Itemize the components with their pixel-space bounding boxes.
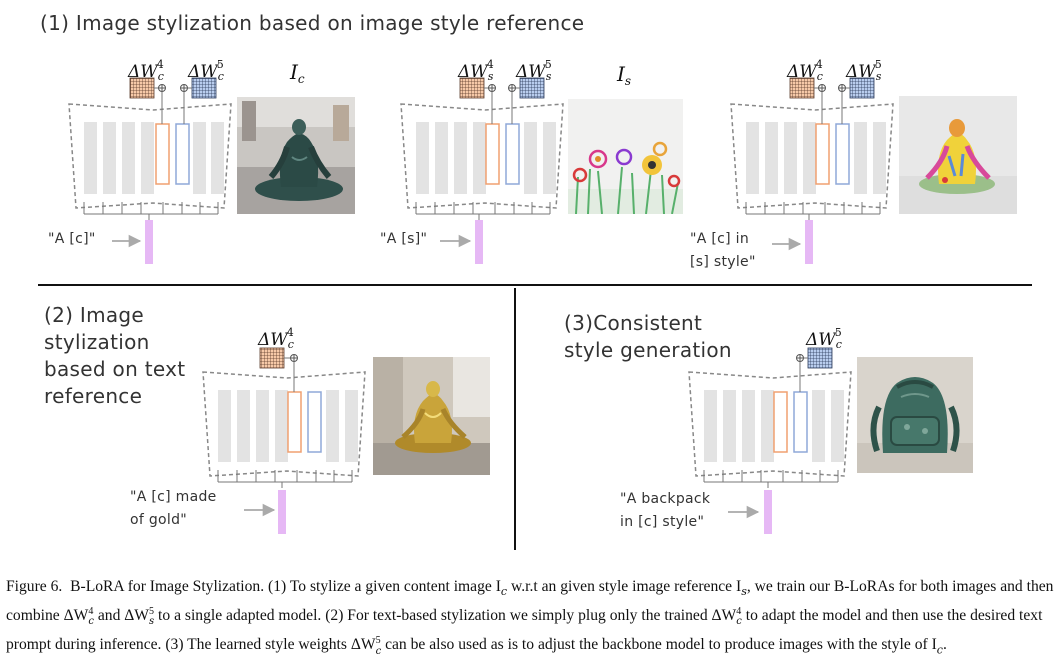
unet-diagram-svg (730, 77, 894, 264)
unet-diagram-svg (202, 347, 366, 534)
text-encoder-bar (475, 220, 483, 264)
weight-label-right: ΔW5s (846, 58, 882, 83)
section3-title: (3)Consistent style generation (564, 311, 732, 362)
section1-title: (1) Image stylization based on image sty… (40, 11, 585, 35)
lora-weight-orange-icon (259, 347, 285, 369)
orange-block (815, 123, 830, 185)
blue-block (505, 123, 520, 185)
unet-diagram-content (68, 58, 238, 268)
blue-block (175, 123, 190, 185)
weight-label: ΔW4c (258, 326, 294, 351)
weight-label-left: ΔW4c (787, 58, 823, 83)
weight-label: ΔW5c (806, 326, 842, 351)
prompt-text: "A [c]" (48, 231, 96, 247)
result-image-stylized-sculpture (899, 96, 1017, 214)
result-image-backpack (857, 357, 973, 473)
unet-diagram-svg (68, 77, 232, 264)
weight-label-right: ΔW5c (188, 58, 224, 83)
prompt-text: "A [c] made of gold" (130, 489, 217, 528)
orange-block (155, 123, 170, 185)
unet-diagram-consistent-style (688, 326, 858, 536)
blue-block (307, 391, 322, 453)
horizontal-divider (38, 284, 1032, 286)
figure-caption: Figure 6. B-LoRA for Image Stylization. … (6, 578, 1058, 657)
text-encoder-bar (145, 220, 153, 264)
unet-diagram-svg (400, 77, 564, 264)
result-image-gold-sculpture (373, 357, 490, 475)
vertical-divider (514, 288, 516, 550)
blue-block (793, 391, 808, 453)
weight-label-left: ΔW4c (128, 58, 164, 83)
orange-block (485, 123, 500, 185)
blue-block (835, 123, 850, 185)
text-encoder-bar (278, 490, 286, 534)
weight-label-left: ΔW4s (458, 58, 494, 83)
section2-title: (2) Image stylization based on text refe… (44, 303, 186, 408)
text-encoder-bar (764, 490, 772, 534)
prompt-text: "A [s]" (380, 231, 428, 247)
orange-block (287, 391, 302, 453)
prompt-text: "A [c] in [s] style" (690, 231, 756, 270)
weight-label-right: ΔW5s (516, 58, 552, 83)
image-label: Is (617, 62, 632, 88)
text-encoder-bar (805, 220, 813, 264)
orange-block (773, 391, 788, 453)
unet-diagram-text-reference (202, 326, 372, 536)
unet-diagram-combined (730, 58, 900, 268)
unet-diagram-style (400, 58, 570, 268)
content-image-sculpture (237, 97, 355, 214)
style-image-flowers (568, 99, 683, 214)
unet-diagram-svg (688, 347, 852, 534)
image-label: Ic (290, 60, 305, 86)
prompt-text: "A backpack in [c] style" (620, 491, 711, 530)
lora-weight-blue-icon (807, 347, 833, 369)
